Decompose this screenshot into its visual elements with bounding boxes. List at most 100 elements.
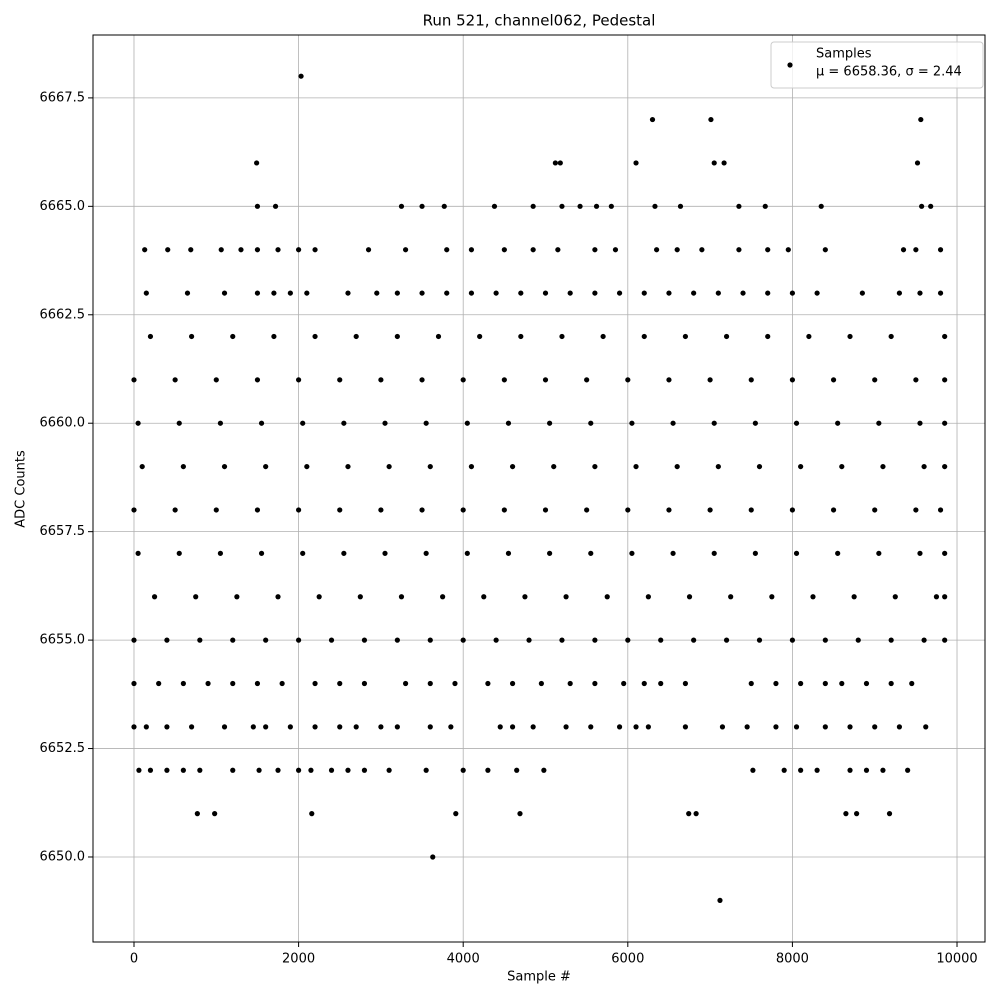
data-point: [427, 463, 433, 470]
data-point: [872, 377, 878, 383]
data-point: [165, 247, 171, 253]
data-point: [641, 333, 647, 340]
data-point: [793, 420, 800, 426]
data-point: [917, 420, 923, 426]
data-point: [542, 507, 549, 513]
data-point: [711, 550, 717, 556]
data-point: [263, 724, 269, 730]
data-point: [254, 160, 260, 166]
data-point: [275, 247, 281, 253]
data-point: [254, 247, 261, 253]
data-point: [888, 333, 894, 340]
data-point: [592, 463, 598, 470]
data-point: [172, 507, 178, 513]
legend-label: Samples: [816, 47, 872, 62]
data-point: [542, 290, 549, 296]
data-point: [218, 247, 224, 253]
data-point: [295, 767, 302, 773]
data-point: [711, 160, 717, 166]
data-point: [275, 594, 281, 600]
data-point: [468, 247, 475, 253]
data-point: [394, 637, 400, 643]
data-point: [180, 767, 186, 773]
data-point: [872, 507, 878, 513]
data-point: [453, 811, 459, 817]
data-point: [176, 420, 182, 426]
data-point: [717, 897, 723, 903]
legend-box: [770, 41, 984, 89]
data-point: [773, 680, 779, 687]
data-point: [814, 767, 820, 773]
data-point: [588, 550, 594, 556]
data-point: [509, 680, 516, 687]
data-point: [604, 594, 610, 600]
data-point: [773, 724, 779, 730]
x-tick-label: 8000: [776, 952, 809, 967]
data-point: [316, 594, 322, 600]
data-point: [481, 594, 487, 600]
data-point: [448, 724, 454, 730]
data-point: [197, 767, 203, 773]
data-point: [131, 637, 137, 643]
data-point: [382, 420, 388, 426]
legend-annotation: μ = 6658.36, σ = 2.44: [816, 65, 962, 80]
data-point: [468, 463, 475, 470]
data-point: [888, 637, 894, 643]
data-point: [888, 680, 894, 687]
data-point: [131, 507, 137, 513]
data-point: [625, 377, 631, 383]
data-point: [419, 290, 425, 296]
data-point: [652, 203, 658, 209]
data-point: [654, 247, 660, 253]
data-point: [752, 420, 758, 426]
data-point: [551, 463, 557, 470]
data-point: [839, 680, 845, 687]
data-point: [839, 463, 845, 470]
x-tick-label: 4000: [447, 952, 480, 967]
data-point: [666, 290, 672, 296]
data-point: [918, 116, 924, 123]
data-point: [530, 724, 536, 730]
data-point: [460, 377, 466, 383]
data-point: [423, 550, 429, 556]
data-point: [914, 160, 921, 166]
data-point: [886, 811, 893, 817]
data-point: [402, 247, 409, 253]
legend-marker: [787, 62, 793, 68]
data-point: [711, 420, 717, 426]
data-point: [328, 767, 335, 773]
data-point: [674, 247, 680, 253]
data-point: [131, 724, 137, 730]
data-point: [460, 507, 466, 513]
data-point: [928, 203, 934, 209]
data-point: [785, 247, 791, 253]
data-point: [341, 550, 347, 556]
data-point: [557, 160, 563, 166]
data-point: [942, 550, 948, 556]
data-point: [715, 463, 721, 470]
data-point: [723, 333, 730, 340]
data-point: [756, 463, 763, 470]
data-point: [304, 463, 310, 470]
data-point: [197, 637, 203, 643]
data-point: [677, 203, 684, 209]
data-point: [337, 724, 343, 730]
data-point: [923, 724, 929, 730]
data-point: [933, 594, 940, 600]
data-point: [880, 767, 886, 773]
data-point: [374, 290, 380, 296]
data-point: [645, 594, 651, 600]
data-point: [295, 247, 302, 253]
data-point: [592, 680, 598, 687]
data-point: [559, 333, 565, 340]
data-point: [398, 203, 405, 209]
data-point: [765, 333, 771, 340]
data-point: [616, 724, 623, 730]
data-point: [674, 463, 680, 470]
data-point: [279, 680, 285, 687]
data-point: [830, 507, 837, 513]
data-point: [682, 333, 689, 340]
data-point: [736, 203, 742, 209]
data-point: [468, 290, 475, 296]
data-point: [304, 290, 310, 296]
